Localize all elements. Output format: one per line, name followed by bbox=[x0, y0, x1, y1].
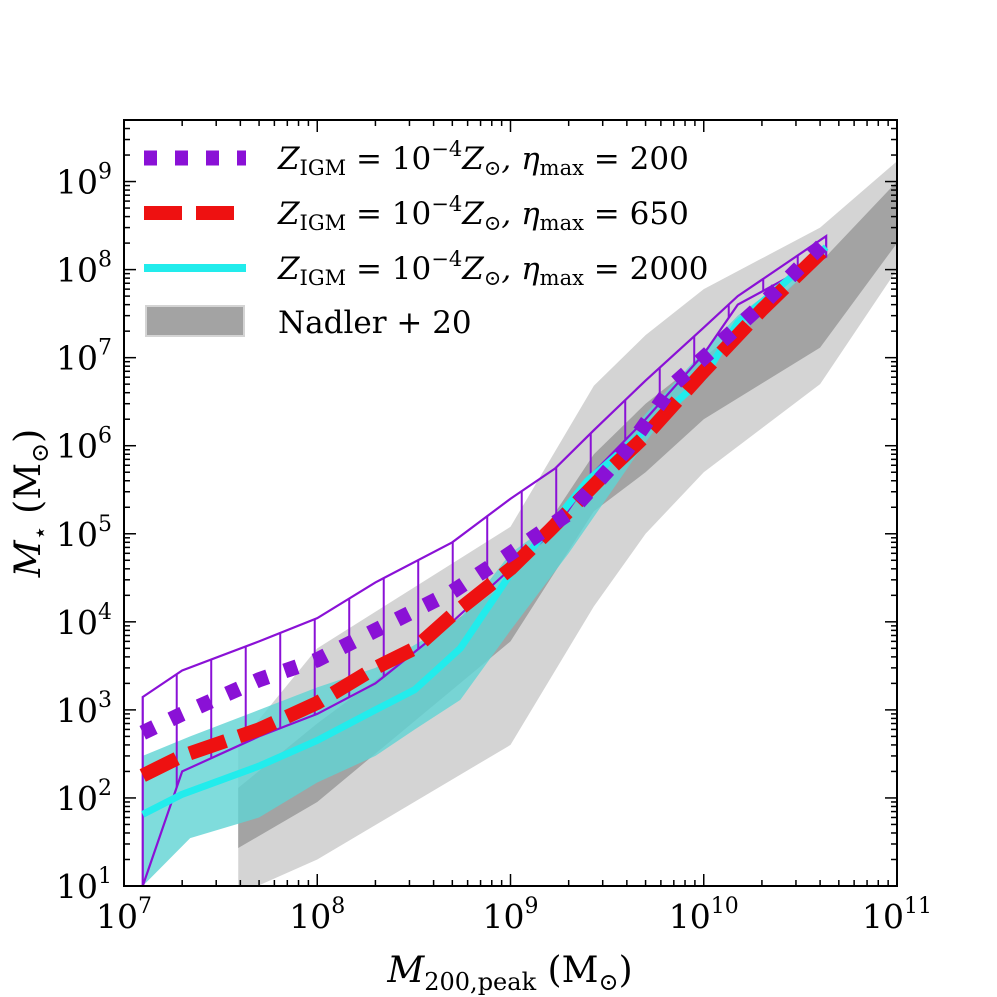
ticks-layer bbox=[123, 119, 897, 887]
series-line-0 bbox=[139, 237, 830, 740]
x-tick-label-4: 1011 bbox=[862, 894, 932, 936]
legend-entry-eta-2000: ZIGM = 10−4Z⊙, ηmax = 2000 bbox=[144, 247, 709, 290]
y-tick-label-3: 104 bbox=[56, 600, 112, 642]
x-tick-label-0: 107 bbox=[96, 894, 152, 936]
y-axis-label: M⋆ (M⊙) bbox=[8, 429, 54, 578]
legend-entry-nadler: Nadler + 20 bbox=[145, 305, 472, 341]
legend-entry-eta-200: ZIGM = 10−4Z⊙, ηmax = 200 bbox=[144, 137, 689, 180]
svg-text:Nadler + 20: Nadler + 20 bbox=[278, 305, 472, 341]
legend-entry-eta-650: ZIGM = 10−4Z⊙, ηmax = 650 bbox=[144, 192, 689, 235]
x-tick-label-2: 109 bbox=[483, 894, 539, 936]
y-tick-label-7: 108 bbox=[56, 248, 112, 290]
svg-text:ZIGM = 10−4Z⊙, ηmax = 2000: ZIGM = 10−4Z⊙, ηmax = 2000 bbox=[277, 247, 709, 290]
y-tick-label-0: 101 bbox=[56, 864, 112, 906]
tick-labels-layer: 107 108 109 1010 1011 101 102 103 104 105 106 107 10… bbox=[56, 160, 932, 936]
series-line-1 bbox=[139, 244, 830, 782]
y-tick-label-2: 103 bbox=[56, 688, 112, 730]
series-layer bbox=[139, 237, 830, 818]
y-tick-label-4: 105 bbox=[56, 512, 112, 554]
svg-text:ZIGM = 10−4Z⊙, ηmax = 650: ZIGM = 10−4Z⊙, ηmax = 650 bbox=[277, 192, 689, 235]
y-tick-label-8: 109 bbox=[56, 160, 112, 202]
y-tick-label-1: 102 bbox=[56, 776, 112, 818]
x-tick-label-3: 1010 bbox=[669, 894, 739, 936]
x-tick-label-1: 108 bbox=[289, 894, 345, 936]
x-axis-label: M200,peak (M⊙) bbox=[386, 950, 632, 996]
legend: ZIGM = 10−4Z⊙, ηmax = 200 ZIGM = 10−4Z⊙,… bbox=[144, 137, 709, 341]
y-tick-label-5: 106 bbox=[56, 424, 112, 466]
legend-swatch-band bbox=[145, 305, 245, 337]
y-tick-label-6: 107 bbox=[56, 336, 112, 378]
svg-text:ZIGM = 10−4Z⊙, ηmax = 200: ZIGM = 10−4Z⊙, ηmax = 200 bbox=[277, 137, 689, 180]
